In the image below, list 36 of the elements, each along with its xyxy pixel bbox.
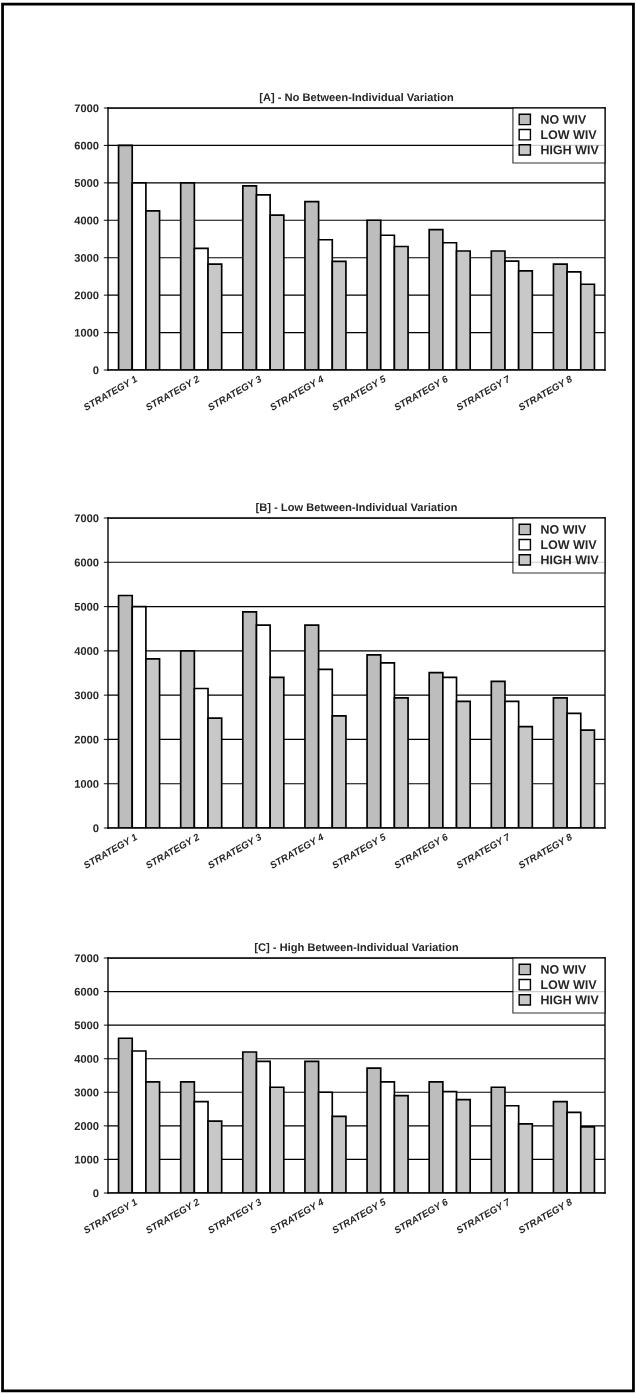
y-tick-label: 2000	[74, 1122, 99, 1130]
y-tick-label: 0	[93, 824, 99, 833]
y-tick-label: 6000	[74, 141, 99, 150]
y-tick-label: 4000	[74, 647, 99, 655]
y-tick-label: 0	[93, 1189, 99, 1198]
y-tick-label: 5000	[74, 602, 99, 611]
legend-label: LOW WIV	[541, 540, 597, 550]
y-tick-label: 0	[93, 366, 99, 375]
y-tick-label: 2000	[74, 735, 99, 744]
y-tick-label: 1000	[74, 779, 99, 788]
legend-label: LOW WIV	[541, 980, 597, 990]
legend-label: HIGH WIV	[541, 555, 599, 565]
legend-label: NO WIV	[541, 965, 587, 974]
y-tick-label: 6000	[74, 987, 99, 996]
y-tick-label: 7000	[74, 954, 99, 963]
y-tick-label: 5000	[74, 179, 99, 187]
y-tick-label: 3000	[74, 691, 99, 700]
y-tick-label: 7000	[74, 514, 99, 523]
y-tick-label: 7000	[74, 104, 99, 113]
y-tick-label: 6000	[74, 558, 99, 567]
legend-label: NO WIV	[541, 525, 587, 534]
y-tick-label: 1000	[74, 1155, 99, 1164]
chart-title: [C] - High Between-Individual Variation	[254, 943, 458, 954]
y-tick-label: 2000	[74, 291, 99, 300]
legend-label: NO WIV	[541, 115, 587, 124]
legend-label: HIGH WIV	[541, 145, 599, 155]
y-tick-label: 4000	[74, 216, 99, 225]
chart-title: [B] - Low Between-Individual Variation	[256, 503, 457, 514]
y-tick-label: 3000	[74, 253, 99, 262]
y-tick-label: 1000	[74, 328, 99, 337]
legend-label: HIGH WIV	[541, 995, 599, 1005]
y-tick-label: 4000	[74, 1054, 99, 1063]
legend-label: LOW WIV	[541, 130, 597, 140]
y-tick-label: 5000	[74, 1021, 99, 1030]
chart-title: [A] - No Between-Individual Variation	[259, 93, 454, 104]
y-tick-label: 3000	[74, 1088, 99, 1097]
